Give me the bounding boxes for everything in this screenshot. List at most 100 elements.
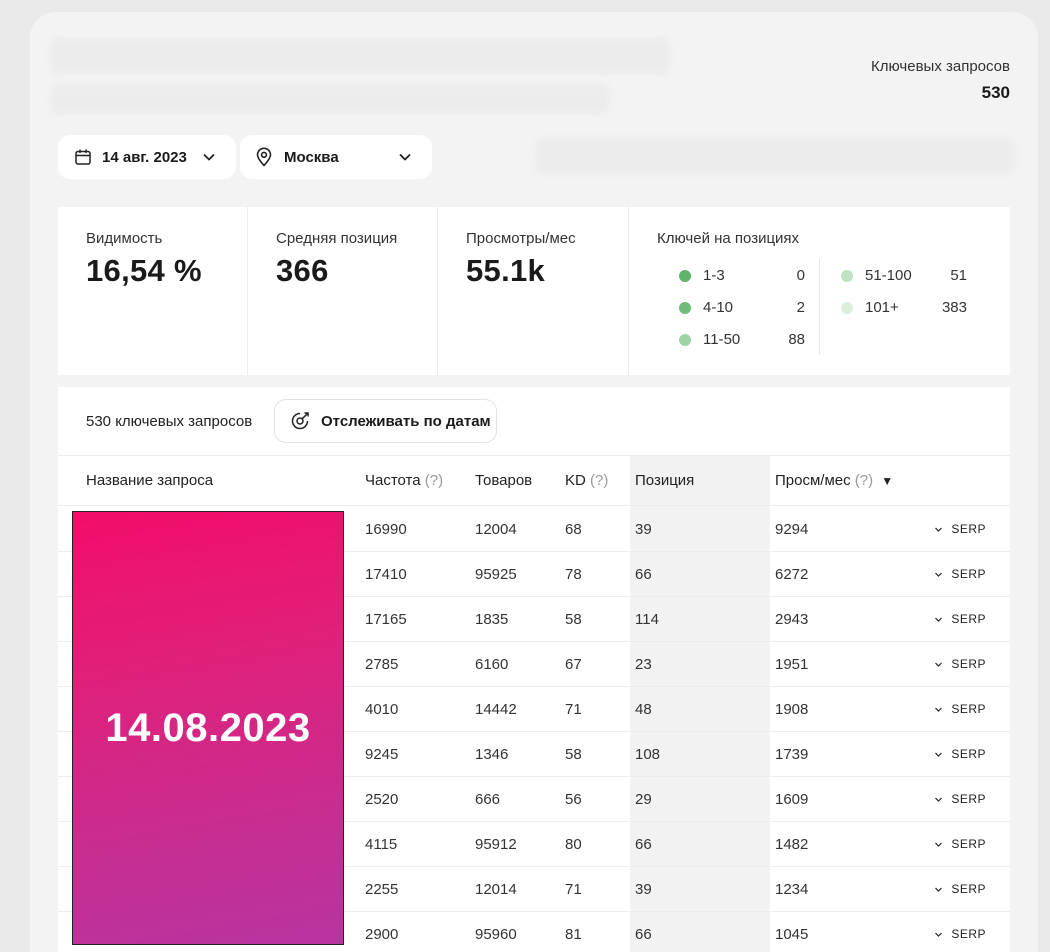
table-row[interactable]: 2255 12014 71 39 1234 SERP xyxy=(58,867,1010,912)
table-row[interactable]: 17410 95925 78 66 6272 SERP xyxy=(58,552,1010,597)
position-bucket: 101+ 383 xyxy=(841,299,967,316)
location-pin-icon xyxy=(256,147,272,167)
keywords-count: 530 xyxy=(981,83,1010,102)
bucket-dot xyxy=(841,269,853,282)
cell-views: 1609 xyxy=(775,791,809,808)
stat-value: 55.1k xyxy=(466,253,546,288)
stats-panel: Видимость 16,54 % Средняя позиция 366 Пр… xyxy=(58,207,1010,375)
bucket-range: 1-3 xyxy=(703,267,725,284)
cell-freq: 4115 xyxy=(365,836,398,853)
cell-pos: 29 xyxy=(635,791,652,808)
table-row[interactable]: 2900 95960 81 66 1045 SERP xyxy=(58,912,1010,952)
cell-freq: 2785 xyxy=(365,656,399,673)
stat-avg-position: Средняя позиция 366 xyxy=(248,207,438,375)
cell-kd: 80 xyxy=(565,836,582,853)
cell-pos: 39 xyxy=(635,881,652,898)
track-by-dates-button[interactable]: Отслеживать по датам xyxy=(274,399,497,443)
cell-goods: 14442 xyxy=(475,701,517,718)
serp-toggle-button[interactable]: SERP xyxy=(934,837,986,851)
col-name[interactable]: Название запроса xyxy=(86,472,214,489)
serp-toggle-button[interactable]: SERP xyxy=(934,792,986,806)
cell-freq: 17165 xyxy=(365,611,407,628)
table-row[interactable]: 16990 12004 68 39 9294 SERP xyxy=(58,507,1010,552)
cell-kd: 68 xyxy=(565,521,582,538)
cell-pos: 66 xyxy=(635,566,652,583)
bucket-dot xyxy=(679,333,691,346)
tracking-icon xyxy=(291,412,309,430)
cell-views: 1234 xyxy=(775,881,809,898)
bucket-count: 0 xyxy=(796,267,805,284)
blurred-controls xyxy=(535,138,1015,174)
col-kd-label: KD xyxy=(565,472,586,489)
cell-views: 1482 xyxy=(775,836,809,853)
stat-visibility: Видимость 16,54 % xyxy=(58,207,248,375)
stat-positions: Ключей на позициях 1-3 0 4-10 2 11-50 88… xyxy=(629,207,1010,375)
serp-toggle-button[interactable]: SERP xyxy=(934,927,986,941)
cell-kd: 78 xyxy=(565,566,582,583)
bucket-count: 88 xyxy=(788,331,805,348)
col-frequency-label: Частота xyxy=(365,472,421,489)
serp-label: SERP xyxy=(951,747,986,761)
serp-toggle-button[interactable]: SERP xyxy=(934,522,986,536)
col-frequency[interactable]: Частота (?) xyxy=(365,472,443,489)
keywords-summary: Ключевых запросов 530 xyxy=(871,58,1010,103)
cell-kd: 67 xyxy=(565,656,582,673)
help-icon[interactable]: (?) xyxy=(424,472,444,489)
table-row[interactable]: 4115 95912 80 66 1482 SERP xyxy=(58,822,1010,867)
col-position[interactable]: Позиция xyxy=(635,472,695,489)
serp-label: SERP xyxy=(951,612,986,626)
cell-views: 1739 xyxy=(775,746,809,763)
col-goods[interactable]: Товаров xyxy=(475,472,533,489)
chevron-down-icon xyxy=(203,153,215,161)
bucket-count: 2 xyxy=(796,299,805,316)
cell-freq: 2900 xyxy=(365,926,399,943)
cell-pos: 48 xyxy=(635,701,652,718)
bucket-range: 51-100 xyxy=(865,267,912,284)
serp-toggle-button[interactable]: SERP xyxy=(934,882,986,896)
serp-label: SERP xyxy=(951,792,986,806)
serp-label: SERP xyxy=(951,837,986,851)
serp-toggle-button[interactable]: SERP xyxy=(934,657,986,671)
cell-goods: 12004 xyxy=(475,521,517,538)
city-value: Москва xyxy=(284,148,339,166)
position-column-highlight xyxy=(630,456,770,952)
serp-toggle-button[interactable]: SERP xyxy=(934,567,986,581)
col-views-label: Просм/мес xyxy=(775,472,851,489)
position-bucket: 11-50 88 xyxy=(679,331,805,348)
serp-toggle-button[interactable]: SERP xyxy=(934,612,986,626)
stat-label: Ключей на позициях xyxy=(657,230,800,247)
cell-freq: 17410 xyxy=(365,566,407,583)
sort-desc-icon[interactable]: ▼ xyxy=(881,474,894,488)
table-row[interactable]: 2785 6160 67 23 1951 SERP xyxy=(58,642,1010,687)
cell-kd: 71 xyxy=(565,881,582,898)
cell-goods: 6160 xyxy=(475,656,509,673)
table-row[interactable]: 2520 666 56 29 1609 SERP xyxy=(58,777,1010,822)
calendar-icon xyxy=(75,149,91,165)
col-kd[interactable]: KD (?) xyxy=(565,472,608,489)
keywords-label: Ключевых запросов xyxy=(871,58,1010,75)
help-icon[interactable]: (?) xyxy=(590,472,609,489)
chevron-down-icon xyxy=(935,527,943,532)
cell-goods: 95960 xyxy=(475,926,517,943)
cell-views: 1045 xyxy=(775,926,809,943)
serp-label: SERP xyxy=(951,657,986,671)
cell-kd: 81 xyxy=(565,926,582,943)
city-select[interactable]: Москва xyxy=(240,135,432,179)
bucket-count: 383 xyxy=(941,299,967,316)
help-icon[interactable]: (?) xyxy=(854,472,874,489)
stat-label: Просмотры/мес xyxy=(466,230,576,247)
serp-label: SERP xyxy=(951,567,986,581)
table-row[interactable]: 4010 14442 71 48 1908 SERP xyxy=(58,687,1010,732)
table-row[interactable]: 9245 1346 58 108 1739 SERP xyxy=(58,732,1010,777)
track-by-dates-label: Отслеживать по датам xyxy=(321,412,491,430)
cell-goods: 95912 xyxy=(475,836,517,853)
serp-toggle-button[interactable]: SERP xyxy=(934,747,986,761)
overlay-date-text: 14.08.2023 xyxy=(105,705,311,750)
serp-toggle-button[interactable]: SERP xyxy=(934,702,986,716)
date-select[interactable]: 14 авг. 2023 xyxy=(58,135,236,179)
position-bucket: 4-10 2 xyxy=(679,299,805,316)
table-row[interactable]: 17165 1835 58 114 2943 SERP xyxy=(58,597,1010,642)
col-views[interactable]: Просм/мес (?) ▼ xyxy=(775,472,893,489)
cell-views: 1951 xyxy=(775,656,809,673)
bucket-dot xyxy=(679,269,691,282)
